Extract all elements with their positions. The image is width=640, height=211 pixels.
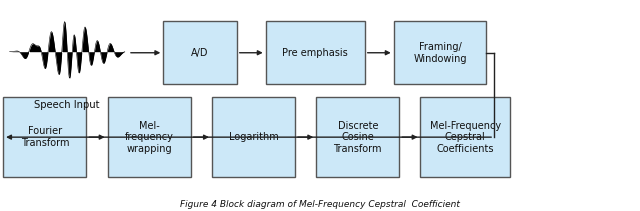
FancyBboxPatch shape bbox=[420, 97, 510, 177]
FancyBboxPatch shape bbox=[394, 21, 486, 84]
FancyBboxPatch shape bbox=[3, 97, 86, 177]
Text: Pre emphasis: Pre emphasis bbox=[282, 48, 348, 58]
FancyBboxPatch shape bbox=[108, 97, 191, 177]
Text: Speech Input: Speech Input bbox=[35, 100, 100, 110]
FancyBboxPatch shape bbox=[266, 21, 365, 84]
Text: Discrete
Cosine
Transform: Discrete Cosine Transform bbox=[333, 120, 382, 154]
Text: Fourier
Transform: Fourier Transform bbox=[20, 126, 69, 148]
Text: A/D: A/D bbox=[191, 48, 209, 58]
FancyBboxPatch shape bbox=[316, 97, 399, 177]
Text: Mel-
frequency
wrapping: Mel- frequency wrapping bbox=[125, 120, 173, 154]
Text: Framing/
Windowing: Framing/ Windowing bbox=[413, 42, 467, 64]
Text: Mel-Frequency
Cepstral
Coefficients: Mel-Frequency Cepstral Coefficients bbox=[429, 120, 501, 154]
FancyBboxPatch shape bbox=[163, 21, 237, 84]
Text: Logarithm: Logarithm bbox=[228, 132, 278, 142]
FancyBboxPatch shape bbox=[212, 97, 295, 177]
Text: Figure 4 Block diagram of Mel-Frequency Cepstral  Coefficient: Figure 4 Block diagram of Mel-Frequency … bbox=[180, 200, 460, 209]
